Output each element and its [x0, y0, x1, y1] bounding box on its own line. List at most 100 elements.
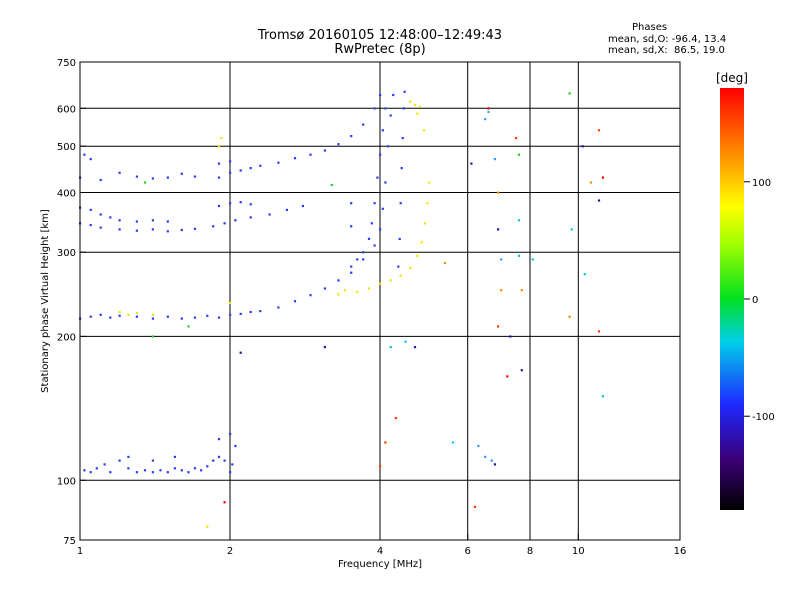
data-point	[206, 465, 209, 468]
y-tick-label: 400	[57, 188, 76, 199]
y-tick-label: 600	[57, 104, 76, 115]
x-tick-label: 4	[377, 546, 383, 557]
data-point	[309, 294, 312, 297]
data-point	[416, 112, 419, 115]
data-point	[234, 444, 237, 448]
chart-subtitle: RwPretec (8p)	[334, 42, 426, 57]
data-point	[89, 208, 92, 211]
data-point	[151, 317, 154, 320]
data-point	[135, 220, 138, 223]
data-point	[99, 226, 102, 229]
data-point	[166, 315, 169, 318]
data-point	[206, 314, 209, 317]
data-point	[568, 92, 571, 95]
data-point	[135, 175, 138, 178]
data-point	[249, 203, 252, 206]
data-point	[497, 228, 500, 231]
data-point	[151, 219, 154, 222]
data-point	[118, 171, 121, 174]
x-tick-label: 10	[572, 546, 585, 557]
y-tick-label: 75	[63, 536, 76, 547]
data-point	[212, 459, 215, 462]
data-point	[568, 315, 571, 318]
data-point	[259, 164, 262, 167]
data-point	[402, 107, 405, 110]
data-point	[99, 313, 102, 316]
data-point	[400, 167, 403, 170]
data-point	[493, 463, 496, 466]
data-point	[173, 455, 176, 458]
data-point	[477, 444, 480, 448]
data-point	[118, 310, 121, 314]
data-point	[217, 176, 221, 179]
data-point	[135, 229, 138, 232]
data-point	[389, 279, 392, 282]
data-point	[99, 213, 102, 216]
data-point	[381, 207, 384, 210]
data-point	[520, 289, 523, 292]
data-point	[217, 145, 221, 148]
y-tick-label: 100	[57, 476, 76, 487]
data-point	[217, 316, 221, 319]
data-point	[497, 191, 500, 194]
data-point	[583, 273, 586, 276]
data-point	[443, 261, 447, 265]
data-point	[337, 279, 340, 282]
data-point	[180, 317, 183, 320]
data-point	[484, 455, 487, 458]
data-point	[229, 313, 232, 316]
data-point	[229, 301, 232, 305]
data-point	[589, 181, 593, 184]
chart-title: Tromsø 20160105 12:48:00–12:49:43	[257, 28, 503, 43]
data-point	[362, 251, 365, 254]
data-point	[277, 306, 280, 309]
data-point	[180, 228, 183, 232]
data-point	[229, 171, 232, 174]
data-point	[597, 129, 601, 132]
data-point	[399, 274, 402, 277]
data-point	[223, 501, 226, 504]
data-point	[517, 219, 521, 222]
data-point	[379, 93, 382, 97]
data-point	[515, 137, 518, 140]
data-point	[451, 441, 454, 444]
data-point	[601, 395, 604, 398]
data-point	[416, 254, 419, 257]
data-point	[409, 100, 412, 103]
data-point	[517, 254, 521, 257]
y-tick-label: 500	[57, 142, 76, 153]
data-point	[423, 222, 426, 225]
data-point	[517, 153, 521, 156]
data-point	[487, 110, 490, 113]
data-point	[229, 202, 232, 205]
colorbar-tick-label: -100	[752, 412, 775, 423]
data-point	[373, 202, 376, 205]
data-point	[143, 469, 147, 472]
y-tick-label: 200	[57, 332, 76, 343]
data-point	[422, 129, 426, 132]
data-point	[379, 282, 382, 285]
data-point	[103, 463, 106, 466]
y-axis: 75 100 200 300 400 500 600 750	[57, 58, 86, 547]
x-tick-label: 1	[77, 546, 83, 557]
data-point	[420, 241, 423, 244]
data-point	[387, 145, 390, 148]
data-point	[309, 153, 312, 156]
x-axis: 1 2 4 6 8 10 16	[77, 534, 686, 557]
data-point	[99, 178, 102, 182]
grid	[80, 62, 680, 540]
data-point	[151, 228, 154, 231]
data-point	[166, 176, 169, 179]
data-point	[350, 135, 353, 138]
data-point	[350, 202, 353, 205]
data-point	[413, 346, 417, 349]
data-point	[217, 455, 221, 458]
data-point	[597, 330, 601, 333]
data-point	[220, 137, 223, 140]
data-point	[89, 224, 92, 227]
data-point	[381, 129, 384, 132]
data-point	[509, 335, 512, 338]
data-point	[249, 310, 252, 314]
x-axis-label: Frequency [MHz]	[338, 559, 422, 570]
data-point	[187, 471, 190, 474]
